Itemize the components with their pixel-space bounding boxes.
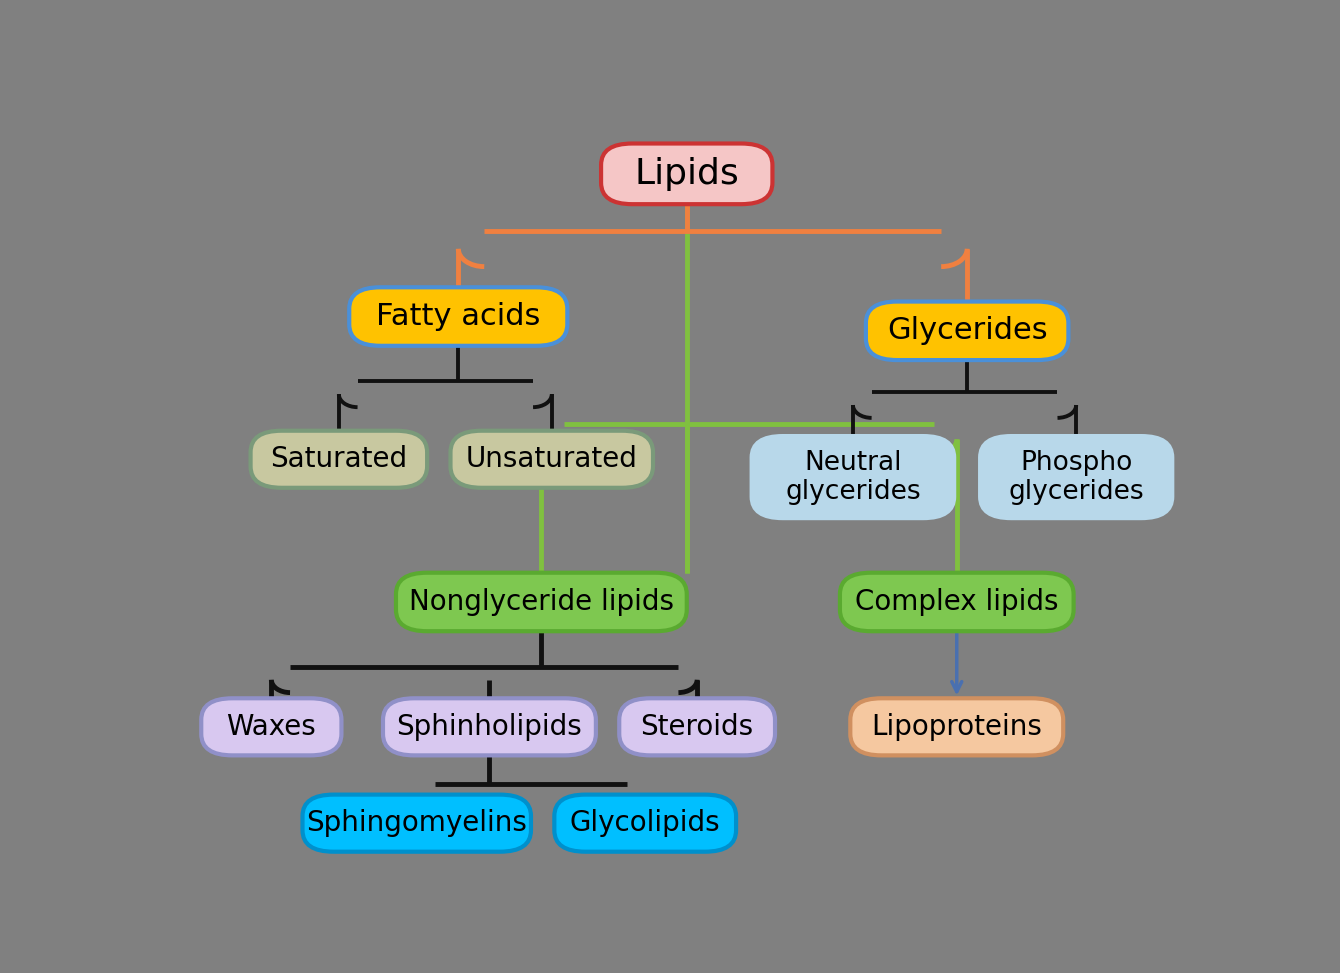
Text: Neutral
glycerides: Neutral glycerides: [785, 450, 921, 505]
Text: Saturated: Saturated: [271, 446, 407, 473]
Text: Phospho
glycerides: Phospho glycerides: [1009, 450, 1144, 505]
FancyBboxPatch shape: [201, 699, 342, 755]
Text: Unsaturated: Unsaturated: [466, 446, 638, 473]
FancyBboxPatch shape: [619, 699, 775, 755]
Text: Waxes: Waxes: [226, 713, 316, 740]
FancyBboxPatch shape: [251, 431, 427, 487]
Text: Lipoproteins: Lipoproteins: [871, 713, 1043, 740]
Text: Sphingomyelins: Sphingomyelins: [307, 810, 527, 837]
FancyBboxPatch shape: [866, 302, 1068, 360]
FancyBboxPatch shape: [851, 699, 1063, 755]
FancyBboxPatch shape: [980, 436, 1172, 518]
Text: Glycolipids: Glycolipids: [570, 810, 721, 837]
Text: Complex lipids: Complex lipids: [855, 588, 1059, 616]
FancyBboxPatch shape: [840, 573, 1073, 631]
Text: Nonglyceride lipids: Nonglyceride lipids: [409, 588, 674, 616]
FancyBboxPatch shape: [450, 431, 653, 487]
Text: Fatty acids: Fatty acids: [377, 302, 540, 331]
Text: Lipids: Lipids: [634, 157, 740, 191]
FancyBboxPatch shape: [350, 287, 567, 345]
FancyBboxPatch shape: [383, 699, 596, 755]
FancyBboxPatch shape: [303, 795, 531, 851]
FancyBboxPatch shape: [602, 143, 772, 204]
FancyBboxPatch shape: [397, 573, 686, 631]
FancyBboxPatch shape: [555, 795, 736, 851]
FancyBboxPatch shape: [752, 436, 954, 518]
Text: Sphinholipids: Sphinholipids: [397, 713, 583, 740]
Text: Steroids: Steroids: [641, 713, 753, 740]
Text: Glycerides: Glycerides: [887, 316, 1048, 345]
